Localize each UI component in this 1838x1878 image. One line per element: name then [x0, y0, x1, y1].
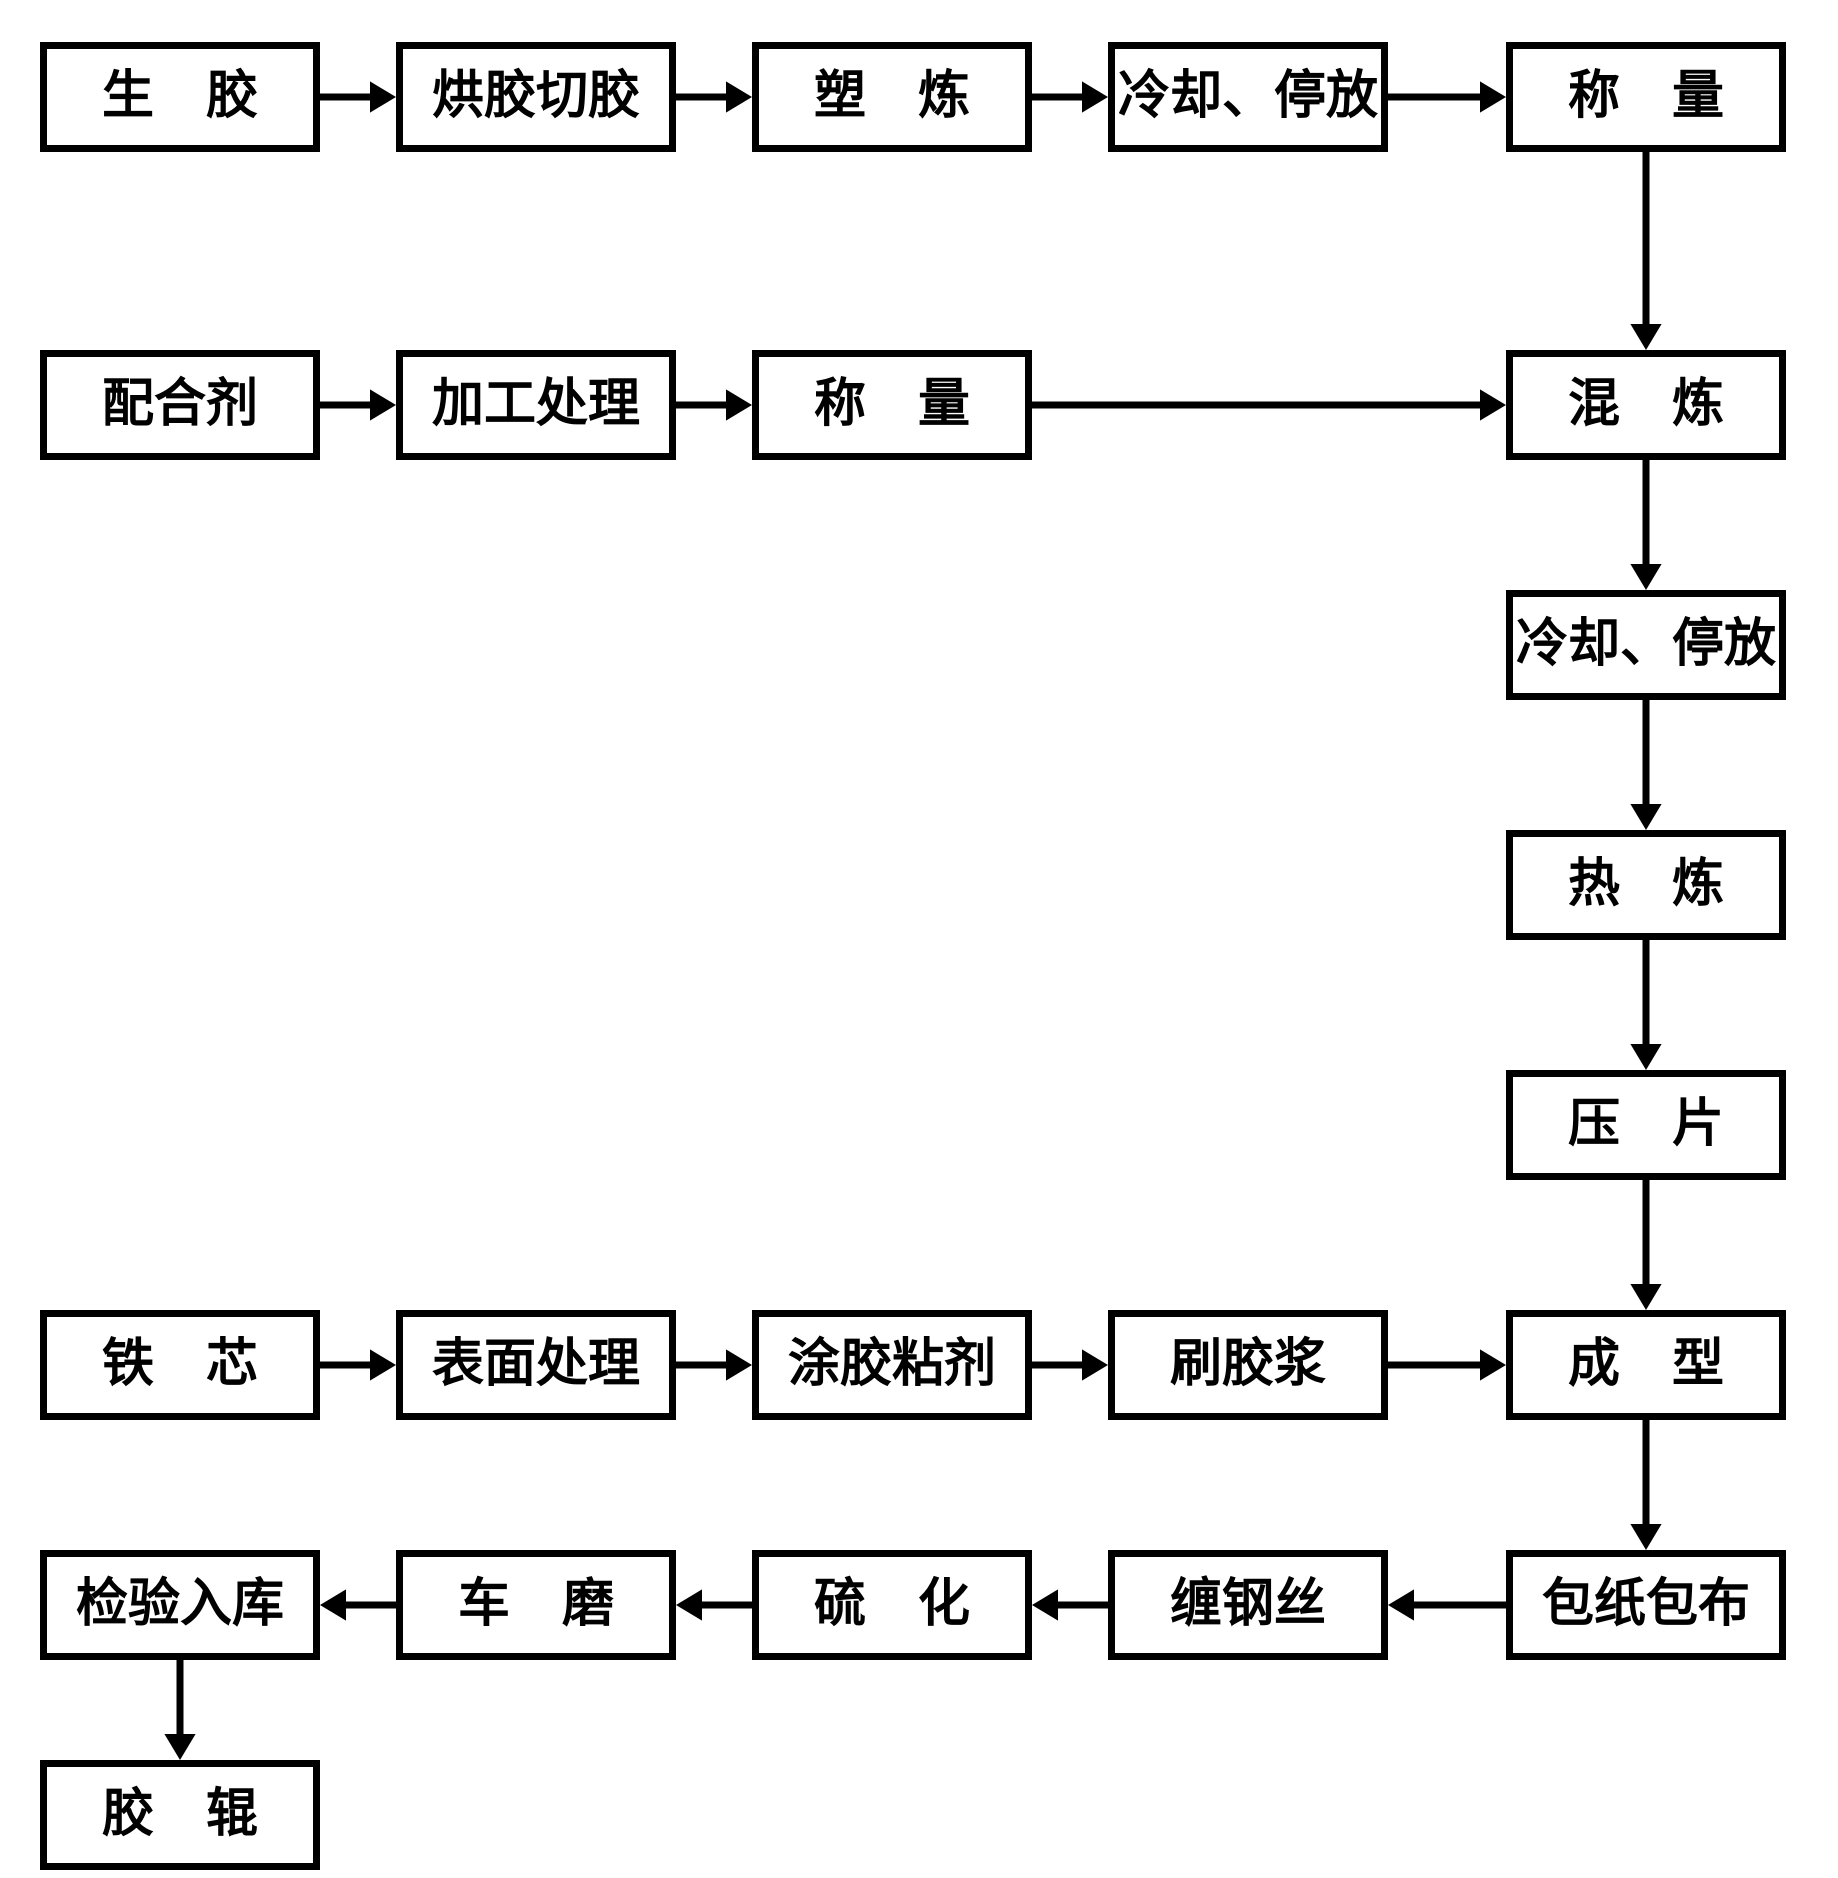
flow-node-n_raw_rubber: 生 胶	[40, 42, 320, 152]
flow-node-n_vulcanize: 硫 化	[752, 1550, 1032, 1660]
flow-node-label: 车 磨	[458, 1579, 614, 1631]
flow-node-label: 冷却、停放	[1516, 619, 1776, 671]
flow-node-label: 塑 炼	[814, 71, 970, 123]
flow-node-n_adhesive: 涂胶粘剂	[752, 1310, 1032, 1420]
flow-node-n_lathe: 车 磨	[396, 1550, 676, 1660]
flow-node-label: 压 片	[1568, 1099, 1724, 1151]
flow-node-n_wrap: 包纸包布	[1506, 1550, 1786, 1660]
flow-node-label: 生 胶	[102, 71, 258, 123]
flow-node-n_weigh_1: 称 量	[1506, 42, 1786, 152]
flow-node-n_mixing: 混 炼	[1506, 350, 1786, 460]
flow-node-n_hot_refine: 热 炼	[1506, 830, 1786, 940]
flow-node-n_sheeting: 压 片	[1506, 1070, 1786, 1180]
flow-node-label: 包纸包布	[1542, 1579, 1750, 1631]
flow-node-label: 表面处理	[432, 1339, 640, 1391]
flow-node-label: 铁 芯	[102, 1339, 258, 1391]
flow-node-label: 硫 化	[814, 1579, 970, 1631]
flow-node-n_forming: 成 型	[1506, 1310, 1786, 1420]
flow-node-label: 刷胶浆	[1170, 1339, 1326, 1391]
flow-node-n_ingredients: 配合剂	[40, 350, 320, 460]
flow-node-label: 检验入库	[76, 1579, 284, 1631]
flow-node-label: 成 型	[1568, 1339, 1724, 1391]
flow-node-n_bake_cut: 烘胶切胶	[396, 42, 676, 152]
flow-node-label: 胶 辊	[102, 1789, 258, 1841]
flow-node-label: 热 炼	[1568, 859, 1724, 911]
flow-node-n_weigh_2: 称 量	[752, 350, 1032, 460]
flow-node-label: 混 炼	[1568, 379, 1724, 431]
flow-node-n_surface: 表面处理	[396, 1310, 676, 1420]
flow-node-n_wind_wire: 缠钢丝	[1108, 1550, 1388, 1660]
flow-node-n_iron_core: 铁 芯	[40, 1310, 320, 1420]
flow-node-label: 冷却、停放	[1118, 71, 1378, 123]
flow-node-label: 称 量	[814, 379, 970, 431]
flow-node-label: 缠钢丝	[1170, 1579, 1326, 1631]
flow-node-label: 称 量	[1568, 71, 1724, 123]
flowchart-canvas: 生 胶烘胶切胶塑 炼冷却、停放称 量配合剂加工处理称 量混 炼冷却、停放热 炼压…	[0, 0, 1838, 1878]
flow-node-n_roller: 胶 辊	[40, 1760, 320, 1870]
flow-node-n_cool_store_2: 冷却、停放	[1506, 590, 1786, 700]
flow-node-n_cool_store_1: 冷却、停放	[1108, 42, 1388, 152]
flow-node-label: 配合剂	[102, 379, 258, 431]
flow-node-n_inspect: 检验入库	[40, 1550, 320, 1660]
flow-node-label: 涂胶粘剂	[788, 1339, 996, 1391]
flow-node-label: 加工处理	[432, 379, 640, 431]
flow-node-n_brush_cement: 刷胶浆	[1108, 1310, 1388, 1420]
flow-node-n_process: 加工处理	[396, 350, 676, 460]
flow-node-label: 烘胶切胶	[432, 71, 640, 123]
flow-node-n_mastication: 塑 炼	[752, 42, 1032, 152]
